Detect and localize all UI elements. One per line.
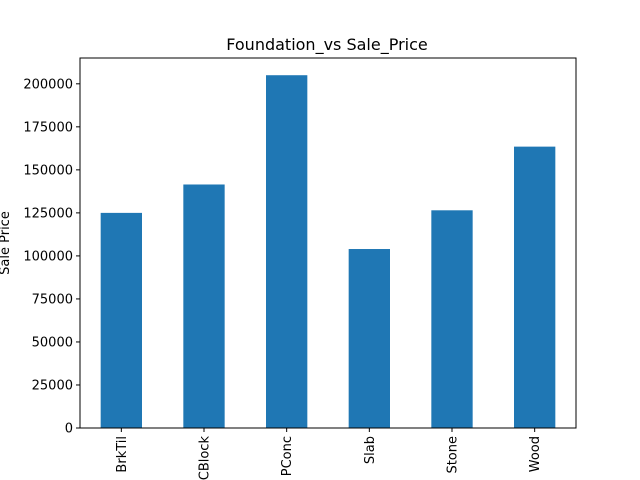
bar-brktil	[100, 212, 142, 428]
y-tick-label: 50000	[32, 335, 73, 350]
chart-title: Foundation_vs Sale_Price	[226, 35, 427, 55]
y-tick-label: 75000	[32, 292, 73, 307]
bar-cblock	[183, 184, 225, 428]
x-tick-label: CBlock	[198, 436, 213, 480]
bar-slab	[348, 249, 390, 428]
y-tick-label: 175000	[23, 120, 73, 135]
bar-stone	[431, 210, 473, 428]
x-tick-label: BrkTil	[115, 436, 130, 473]
x-tick-label: Slab	[363, 436, 378, 464]
bar-pconc	[266, 75, 308, 429]
axes-frame	[79, 57, 577, 429]
y-axis-label: Sale Price	[0, 211, 13, 275]
y-tick-label: 100000	[23, 249, 73, 264]
y-tick-label: 25000	[32, 378, 73, 393]
x-tick-label: Stone	[446, 436, 461, 474]
y-tick-label: 150000	[23, 163, 73, 178]
y-tick-label: 0	[65, 422, 73, 437]
x-tick-label: Wood	[528, 436, 543, 472]
plot-area: 0 25000 50000 75000 100000 125000 150000 175000…	[23, 57, 577, 480]
y-tick-label: 125000	[23, 206, 73, 221]
y-tick-label: 200000	[23, 77, 73, 92]
bar-wood	[514, 146, 556, 428]
x-tick-label: PConc	[280, 436, 295, 476]
